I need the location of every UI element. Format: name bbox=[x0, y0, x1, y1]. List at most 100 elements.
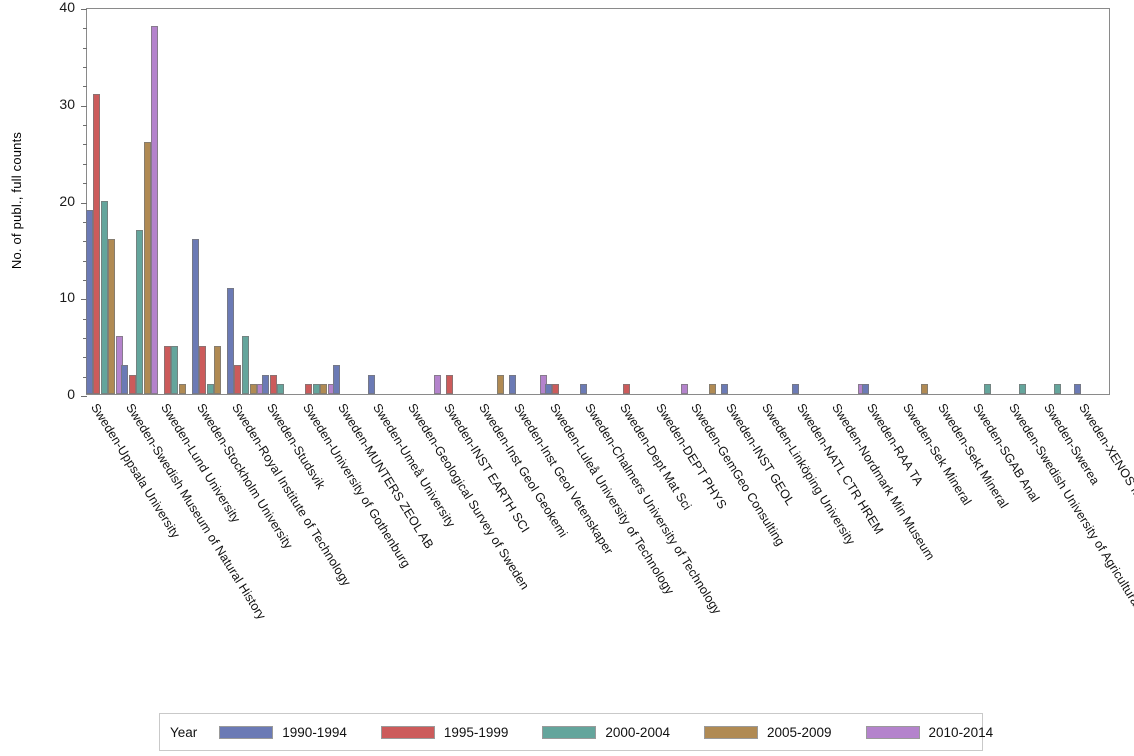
bar[interactable] bbox=[206, 384, 214, 394]
bar-group bbox=[757, 9, 795, 394]
bar[interactable] bbox=[143, 142, 151, 394]
bar[interactable] bbox=[580, 384, 587, 394]
bar[interactable] bbox=[249, 384, 257, 394]
x-axis-label: Sweden-Sek Mineral bbox=[899, 401, 974, 508]
bar[interactable] bbox=[320, 384, 328, 394]
legend-swatch bbox=[703, 725, 758, 739]
bar[interactable] bbox=[1054, 384, 1062, 394]
bar[interactable] bbox=[179, 384, 187, 394]
bar[interactable] bbox=[93, 94, 101, 394]
bar-group bbox=[651, 9, 689, 394]
legend-item[interactable]: 1995-1999 bbox=[380, 725, 508, 740]
bar[interactable] bbox=[214, 345, 222, 394]
bar[interactable] bbox=[433, 374, 441, 394]
y-tick-mark bbox=[83, 47, 87, 49]
bar-group bbox=[191, 9, 230, 394]
legend-swatch bbox=[542, 725, 597, 739]
y-tick-label: 20 bbox=[59, 192, 75, 209]
legend-swatch bbox=[865, 725, 920, 739]
bar-group bbox=[827, 9, 865, 394]
bar[interactable] bbox=[622, 384, 630, 394]
bar-group bbox=[544, 9, 583, 394]
bar[interactable] bbox=[269, 374, 277, 394]
bar[interactable] bbox=[120, 364, 128, 394]
legend: Year 1990-1994 1995-1999 2000-2004 2005-200… bbox=[159, 713, 993, 751]
bar[interactable] bbox=[136, 229, 144, 394]
y-tick-mark bbox=[83, 260, 87, 262]
bar[interactable] bbox=[226, 287, 234, 394]
bar[interactable] bbox=[681, 384, 688, 394]
y-tick-mark bbox=[83, 86, 87, 88]
legend-item[interactable]: 1990-1994 bbox=[219, 725, 347, 740]
bar[interactable] bbox=[368, 374, 376, 394]
y-tick-mark bbox=[83, 163, 87, 165]
bar[interactable] bbox=[305, 384, 313, 394]
y-tick-mark bbox=[83, 28, 87, 30]
bar-group bbox=[580, 9, 618, 394]
bar[interactable] bbox=[312, 384, 320, 394]
y-tick-mark bbox=[83, 318, 87, 320]
bar[interactable] bbox=[128, 374, 136, 394]
legend-label: 1990-1994 bbox=[282, 724, 347, 740]
legend-label: 2005-2009 bbox=[766, 724, 832, 740]
bar-group bbox=[1074, 9, 1112, 394]
bar[interactable] bbox=[242, 335, 250, 394]
bar-group bbox=[474, 9, 512, 394]
x-axis-labels: Sweden-Uppsala University Sweden-Swedish … bbox=[86, 395, 1134, 695]
bar[interactable] bbox=[708, 384, 716, 394]
bar[interactable] bbox=[1018, 384, 1026, 394]
bar[interactable] bbox=[199, 345, 207, 394]
legend-swatch bbox=[380, 725, 435, 739]
bar[interactable] bbox=[171, 345, 179, 394]
bar[interactable] bbox=[262, 374, 270, 394]
bar[interactable] bbox=[496, 374, 504, 394]
bar-group bbox=[509, 9, 547, 394]
y-tick-mark bbox=[81, 396, 87, 397]
y-tick-mark bbox=[83, 279, 87, 281]
bar-group bbox=[791, 9, 830, 394]
bar[interactable] bbox=[983, 384, 991, 394]
bar[interactable] bbox=[191, 239, 199, 394]
y-tick-mark bbox=[81, 202, 87, 204]
legend-item[interactable]: 2010-2014 bbox=[865, 724, 994, 740]
bar[interactable] bbox=[163, 345, 171, 394]
bar[interactable] bbox=[332, 364, 340, 394]
bar[interactable] bbox=[151, 26, 159, 394]
bar-group bbox=[615, 9, 653, 394]
legend-label: 2010-2014 bbox=[928, 724, 994, 740]
bar-group bbox=[933, 9, 971, 394]
bar-group bbox=[439, 9, 477, 394]
legend-item[interactable]: 2000-2004 bbox=[542, 725, 670, 740]
y-tick-mark bbox=[83, 221, 87, 223]
bar[interactable] bbox=[1074, 384, 1082, 394]
y-tick-mark bbox=[83, 144, 87, 146]
bar[interactable] bbox=[552, 384, 560, 394]
bar-group bbox=[968, 9, 1006, 394]
plot-inner: 0 10 20 30 40 bbox=[59, 0, 1112, 402]
bar[interactable] bbox=[234, 364, 242, 394]
bar-group bbox=[721, 9, 759, 394]
bar[interactable] bbox=[721, 384, 729, 394]
y-tick-mark bbox=[83, 376, 87, 378]
bar[interactable] bbox=[277, 384, 285, 394]
bar[interactable] bbox=[116, 335, 124, 394]
legend-label: 2000-2004 bbox=[605, 724, 670, 740]
bar[interactable] bbox=[791, 384, 799, 394]
bar[interactable] bbox=[100, 200, 108, 394]
bar-group bbox=[298, 9, 336, 394]
bar[interactable] bbox=[509, 374, 517, 394]
bar[interactable] bbox=[446, 374, 454, 394]
bar[interactable] bbox=[862, 384, 870, 394]
bar[interactable] bbox=[920, 384, 928, 394]
y-tick-mark bbox=[83, 125, 87, 127]
bar[interactable] bbox=[108, 239, 116, 394]
legend-items: 1990-1994 1995-1999 2000-2004 2005-2009 2010… bbox=[219, 725, 1027, 740]
bar[interactable] bbox=[544, 384, 552, 394]
y-tick-label: 40 bbox=[59, 0, 75, 15]
legend-item[interactable]: 2005-2009 bbox=[703, 724, 832, 740]
y-tick-label: 0 bbox=[67, 386, 75, 402]
y-tick-mark bbox=[83, 241, 87, 243]
y-axis-title-text: No. of publ., full counts bbox=[9, 131, 25, 269]
bar[interactable] bbox=[85, 210, 93, 394]
